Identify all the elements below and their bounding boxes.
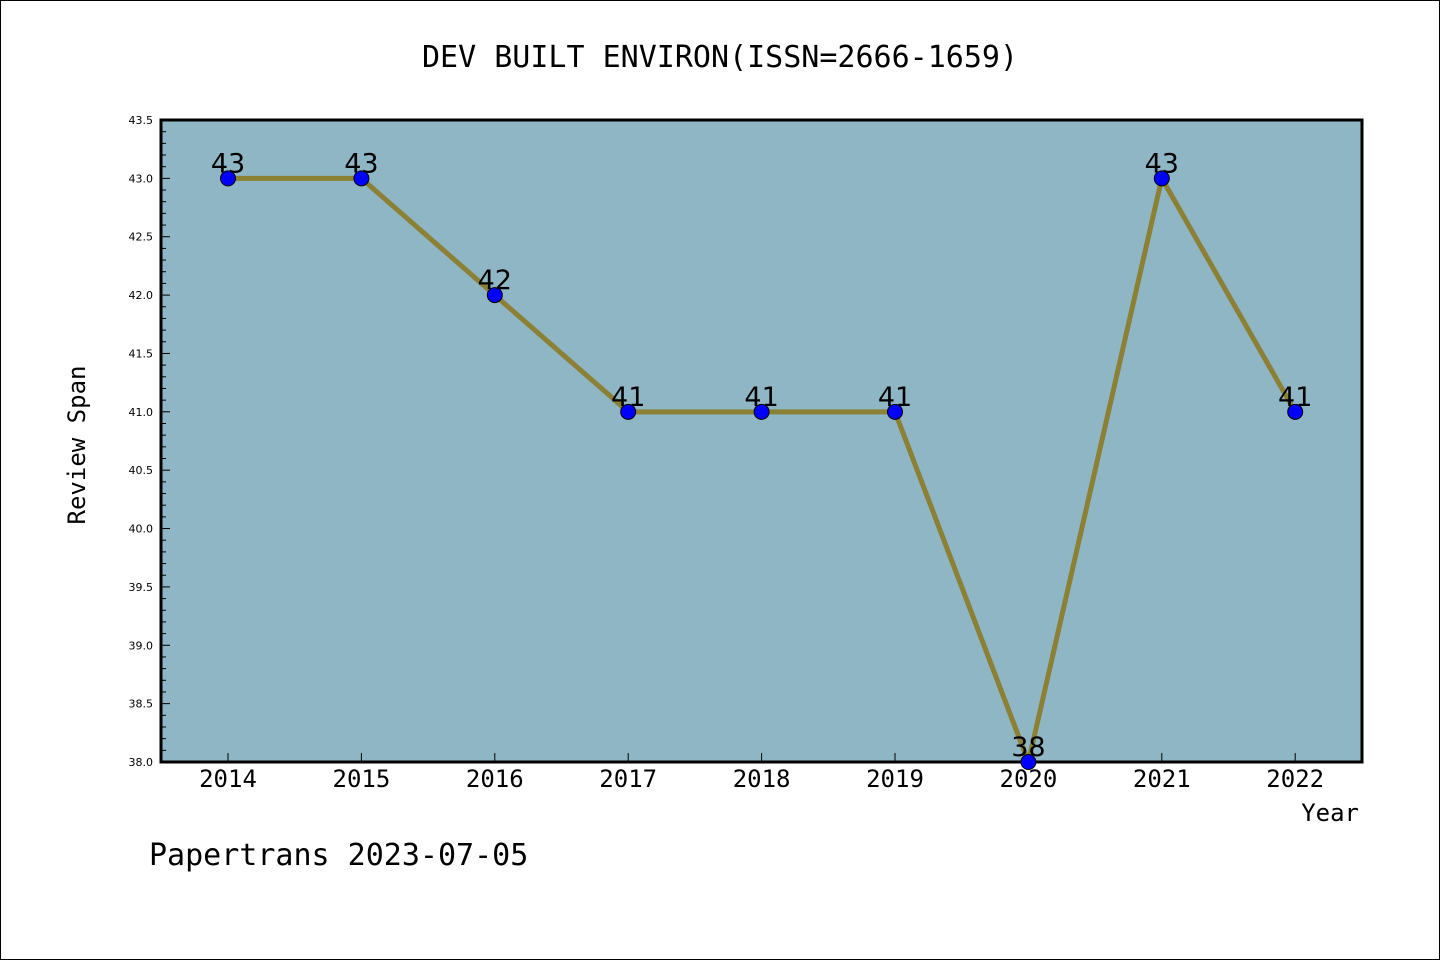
plot-area — [159, 118, 1364, 764]
y-tick-label: 39.0 — [129, 639, 154, 652]
y-tick-label: 43.5 — [129, 114, 154, 127]
x-axis-label: Year — [1301, 799, 1359, 827]
y-tick-label: 39.5 — [129, 581, 154, 594]
footer-text: Papertrans 2023-07-05 — [149, 838, 528, 873]
data-label: 41 — [878, 382, 912, 413]
x-tick-label: 2019 — [866, 765, 924, 793]
y-tick-label: 38.0 — [129, 756, 154, 769]
x-tick-label: 2018 — [733, 765, 791, 793]
y-tick-label: 41.5 — [129, 347, 154, 360]
y-tick-label: 38.5 — [129, 698, 154, 711]
y-axis-label: Review Span — [63, 366, 91, 525]
series: 43 43 42 41 41 41 38 43 41 — [211, 148, 1312, 771]
y-tick-label: 40.5 — [129, 464, 154, 477]
data-label: 43 — [344, 148, 378, 179]
data-point-marker — [353, 170, 370, 187]
data-label: 43 — [211, 148, 245, 179]
data-point-marker — [1020, 754, 1037, 770]
x-tick-label: 2014 — [199, 765, 257, 793]
y-tick-label: 41.0 — [129, 406, 154, 419]
data-label: 41 — [1278, 382, 1312, 413]
y-tick-label: 43.0 — [129, 172, 154, 185]
x-tick-label: 2016 — [466, 765, 524, 793]
data-point-marker — [620, 403, 637, 420]
data-point-marker — [220, 170, 236, 187]
data-label: 42 — [478, 265, 512, 296]
data-point-marker — [1153, 170, 1170, 187]
x-tick-label: 2022 — [1266, 765, 1324, 793]
y-axis: 38.0 38.5 39.0 39.5 40.0 40.5 41.0 41.5 42.0 42.5… — [129, 114, 170, 769]
x-tick-label: 2015 — [333, 765, 391, 793]
data-point-marker — [753, 403, 770, 420]
x-tick-label: 2017 — [599, 765, 657, 793]
x-tick-label: 2021 — [1133, 765, 1191, 793]
data-point-marker — [1287, 403, 1304, 420]
data-label: 43 — [1145, 148, 1179, 179]
data-point-marker — [887, 403, 903, 420]
y-tick-label: 42.0 — [129, 289, 154, 302]
data-label: 41 — [744, 382, 778, 413]
chart-title: DEV BUILT ENVIRON(ISSN=2666-1659) — [422, 40, 1018, 75]
y-tick-label: 42.5 — [129, 231, 154, 244]
data-label: 38 — [1011, 732, 1045, 763]
data-label: 41 — [611, 382, 645, 413]
x-axis: 2014 2015 2016 2017 2018 2019 2020 2021 2022 — [199, 753, 1324, 793]
data-point-marker — [486, 287, 503, 304]
y-tick-label: 40.0 — [129, 523, 154, 536]
